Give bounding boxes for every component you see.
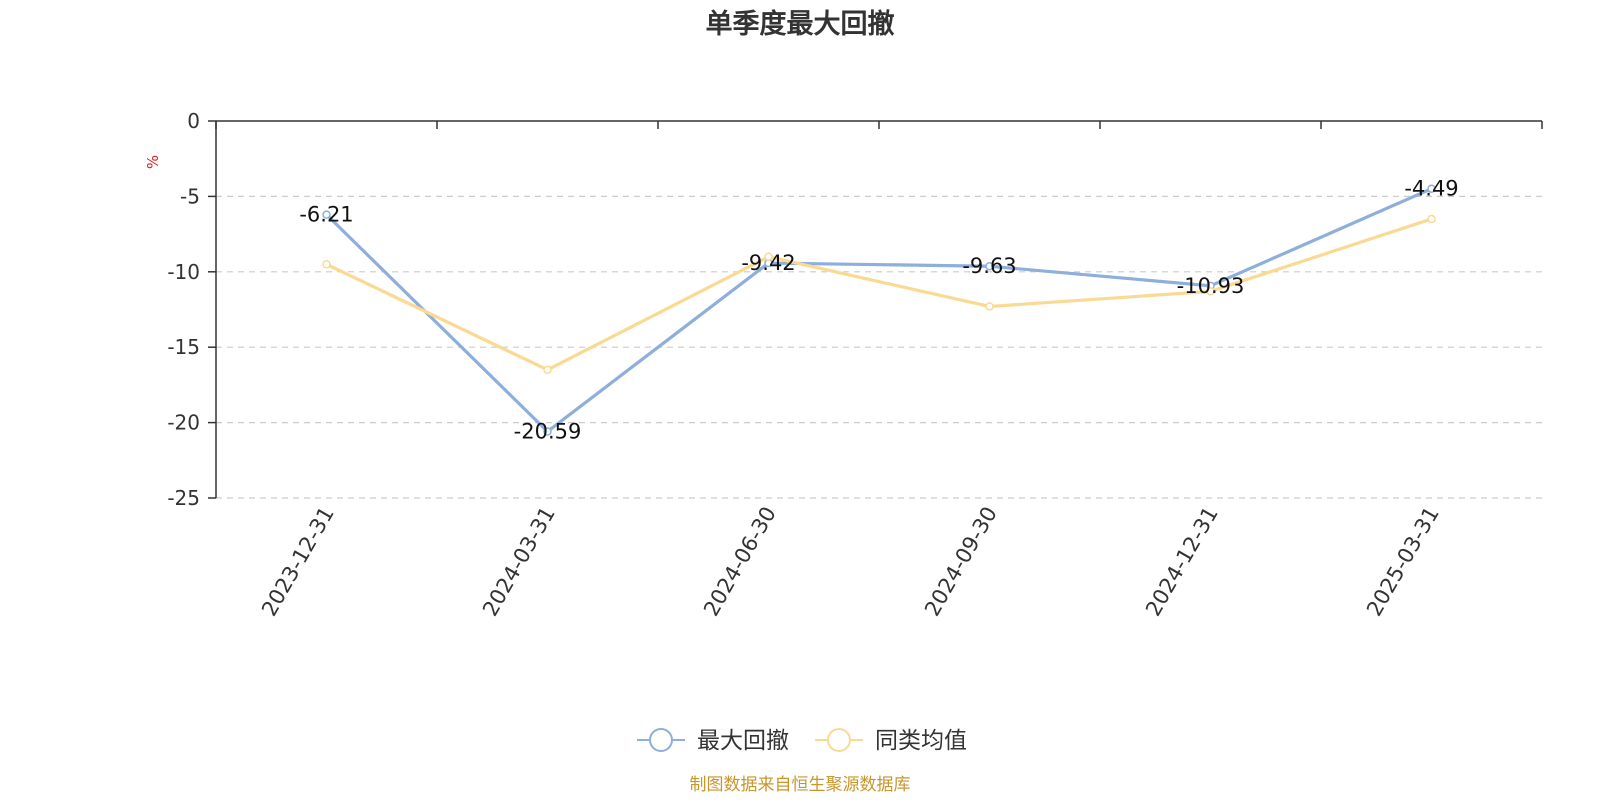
x-tick-label: 2024-06-30 [699, 503, 781, 621]
data-labels: -6.21 -20.59 -9.42 -9.63 -10.93 -4.49 [299, 177, 1458, 444]
y-tick-label: -20 [167, 411, 200, 435]
y-tick-label: 0 [187, 109, 200, 133]
data-label: -10.93 [1177, 274, 1245, 298]
data-point[interactable] [1427, 214, 1436, 224]
data-label: -9.42 [741, 251, 795, 275]
axes: 0 -5 -10 -15 -20 -25 2023-12-31 2024-03-31 2024-… [167, 109, 1543, 621]
legend-label: 最大回撤 [697, 728, 789, 754]
x-tick-label: 2024-03-31 [478, 503, 560, 621]
data-point[interactable] [543, 427, 552, 436]
data-point[interactable] [985, 261, 994, 271]
legend-circle-icon [649, 728, 673, 752]
series-line-2 [325, 217, 1432, 372]
x-tick-label: 2024-12-31 [1141, 503, 1223, 621]
data-label: -6.21 [299, 203, 353, 227]
chart-title: 单季度最大回撤 [706, 8, 895, 40]
grid-lines [216, 195, 1542, 499]
legend-label: 同类均值 [875, 728, 967, 754]
x-tick-label: 2025-03-31 [1362, 503, 1444, 621]
data-point[interactable] [322, 210, 331, 219]
data-point[interactable] [1427, 184, 1436, 193]
y-axis-unit-label: % [144, 155, 162, 169]
y-tick-label: -25 [167, 486, 200, 510]
y-tick-label: -5 [180, 184, 200, 208]
data-source-note: 制图数据来自恒生聚源数据库 [690, 775, 911, 795]
data-point[interactable] [1206, 287, 1215, 296]
data-label: -20.59 [514, 419, 582, 443]
legend-circle-icon [827, 728, 851, 752]
legend-item-2[interactable]: 同类均值 [815, 728, 967, 754]
series-lines [322, 184, 1436, 436]
x-tick-label: 2024-09-30 [920, 503, 1002, 621]
data-point[interactable] [543, 365, 552, 375]
y-tick-label: -15 [167, 335, 200, 359]
legend-item-1[interactable]: 最大回撤 [637, 728, 789, 754]
data-point[interactable] [985, 302, 994, 311]
data-label: -9.63 [962, 254, 1016, 278]
x-tick-label: 2023-12-31 [257, 503, 339, 621]
data-point[interactable] [322, 260, 331, 269]
series-line-1 [325, 187, 1433, 434]
data-label: -4.49 [1404, 177, 1458, 201]
legend[interactable]: 最大回撤 同类均值 [637, 728, 967, 754]
y-tick-label: -10 [167, 260, 200, 284]
data-point[interactable] [764, 252, 773, 261]
